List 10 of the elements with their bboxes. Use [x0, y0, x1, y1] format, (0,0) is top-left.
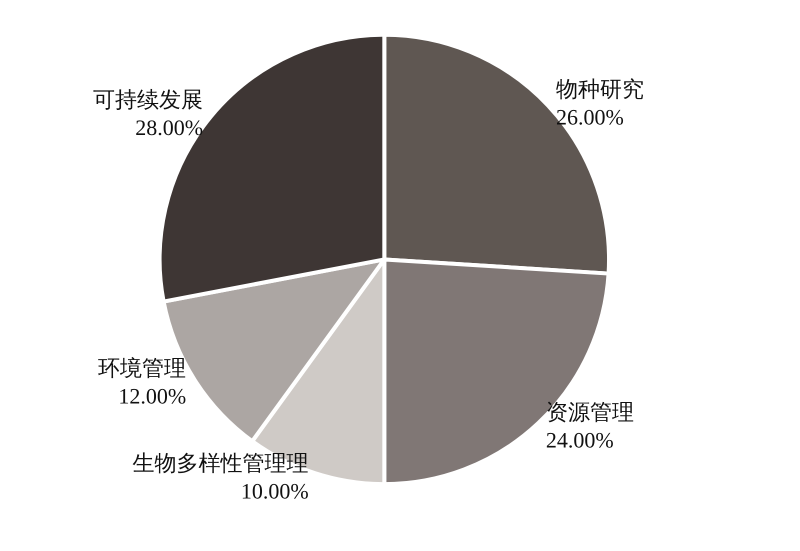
data-label: 24.00%	[546, 428, 614, 453]
data-label: 12.00%	[118, 383, 186, 408]
slice-label: 生物多样性管理理	[132, 450, 309, 476]
data-label: 28.00%	[135, 115, 204, 140]
slice-label: 物种研究	[556, 76, 644, 102]
data-label: 10.00%	[240, 478, 309, 504]
slice-label: 环境管理	[98, 355, 186, 380]
data-label: 26.00%	[556, 104, 624, 130]
slice-label: 资源管理	[546, 400, 634, 425]
slice-label: 可持续发展	[93, 87, 204, 112]
